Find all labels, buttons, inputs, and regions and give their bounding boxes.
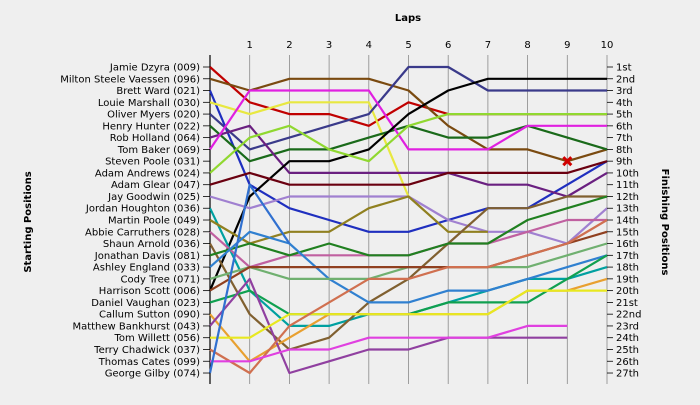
series-line (209, 112, 607, 174)
finish-position-label: 1st (616, 63, 632, 74)
start-position-label: Jamie Dzyra (009) (109, 63, 200, 74)
start-position-label: Daniel Vaughan (023) (91, 298, 200, 309)
starting-position-labels: Jamie Dzyra (009)Milton Steele Vaessen (… (60, 63, 210, 380)
start-position-label: Adam Glear (047) (111, 180, 200, 191)
finish-position-label: 10th (616, 168, 639, 179)
finish-position-label: 7th (616, 133, 633, 144)
finish-position-label: 4th (616, 98, 633, 109)
series-line (209, 160, 608, 186)
series-line (210, 289, 607, 339)
finish-position-label: 16th (616, 239, 639, 250)
series-line (208, 183, 291, 374)
series-line (209, 124, 608, 198)
start-position-label: Milton Steele Vaessen (096) (60, 74, 200, 85)
start-position-label: Thomas Cates (099) (98, 357, 200, 368)
finish-position-label: 18th (616, 263, 639, 274)
finish-position-label: 13th (616, 204, 639, 215)
start-position-label: Matthew Bankhurst (043) (72, 321, 200, 332)
x-tick-labels: 1 2 3 4 5 6 7 8 9 10 (247, 40, 614, 51)
finish-position-label: 15th (616, 227, 639, 238)
finishing-position-labels: 1st2nd3rd4th5th6th7th8th9th10th11th12th1… (607, 63, 641, 380)
series-line (209, 195, 488, 245)
right-axis-title: Finishing Positions (659, 169, 670, 276)
finish-position-label: 12th (616, 192, 639, 203)
finish-position-label: 26th (616, 357, 639, 368)
series-line (209, 65, 607, 151)
left-axis-title: Starting Positions (23, 171, 34, 272)
finish-position-label: 19th (616, 274, 639, 285)
start-position-label: Oliver Myers (020) (107, 110, 200, 121)
finish-position-label: 25th (616, 345, 639, 356)
series-line (209, 230, 608, 304)
x-tick-label: 6 (445, 40, 451, 51)
start-position-label: Shaun Arnold (036) (103, 239, 200, 250)
start-position-label: Jonathan Davis (081) (94, 251, 200, 262)
finish-position-label: 2nd (616, 74, 635, 85)
x-tick-label: 9 (564, 40, 570, 51)
finish-position-label: 23rd (616, 321, 639, 332)
finish-position-label: 20th (616, 286, 639, 297)
start-position-label: Ashley England (033) (93, 263, 200, 274)
series-line (209, 195, 608, 257)
start-position-label: Martin Poole (049) (108, 216, 200, 227)
finish-position-label: 22nd (616, 310, 641, 321)
x-axis-title: Laps (395, 13, 421, 24)
series-line (209, 101, 410, 197)
start-position-label: Brett Ward (021) (116, 86, 200, 97)
x-tick-label: 1 (247, 40, 253, 51)
start-position-label: Louie Marshall (030) (98, 98, 200, 109)
start-position-label: Terry Chadwick (037) (93, 345, 200, 356)
x-tick-label: 3 (326, 40, 332, 51)
x-tick-label: 10 (601, 40, 614, 51)
series-line (209, 219, 608, 375)
finish-position-label: 5th (616, 110, 633, 121)
finish-position-label: 6th (616, 121, 633, 132)
start-position-label: Jay Goodwin (025) (107, 192, 200, 203)
start-position-label: Jordan Houghton (036) (85, 204, 200, 215)
finish-position-label: 8th (616, 145, 633, 156)
start-position-label: Cody Tree (071) (121, 274, 201, 285)
series-line (209, 89, 607, 151)
start-position-label: Tom Willett (056) (113, 333, 200, 344)
start-position-label: George Gilby (074) (105, 369, 200, 380)
start-position-label: Abbie Carruthers (028) (85, 227, 200, 238)
retired-marker (562, 156, 573, 167)
start-position-label: Rob Holland (064) (110, 133, 200, 144)
series-lines (208, 65, 608, 375)
start-position-label: Callum Sutton (090) (99, 310, 200, 321)
x-tick-label: 8 (524, 40, 530, 51)
start-position-label: Harrison Scott (006) (99, 286, 200, 297)
finish-position-label: 17th (616, 251, 639, 262)
start-position-label: Steven Poole (031) (105, 157, 200, 168)
markers (562, 156, 573, 167)
finish-position-label: 14th (616, 216, 639, 227)
finish-position-label: 11th (616, 180, 639, 191)
series-line (208, 77, 607, 292)
x-tick-label: 4 (366, 40, 372, 51)
finish-position-label: 3rd (616, 86, 633, 97)
start-position-label: Adam Andrews (024) (95, 168, 200, 179)
series-line (210, 324, 568, 363)
x-tick-label: 2 (286, 40, 292, 51)
finish-position-label: 24th (616, 333, 639, 344)
finish-position-label: 9th (616, 157, 633, 168)
start-position-label: Tom Baker (069) (117, 145, 200, 156)
finish-position-label: 27th (616, 369, 639, 380)
finish-position-label: 21st (616, 298, 638, 309)
start-position-label: Henry Hunter (022) (102, 121, 200, 132)
x-tick-label: 5 (405, 40, 411, 51)
series-line (209, 77, 608, 163)
x-tick-label: 7 (485, 40, 491, 51)
